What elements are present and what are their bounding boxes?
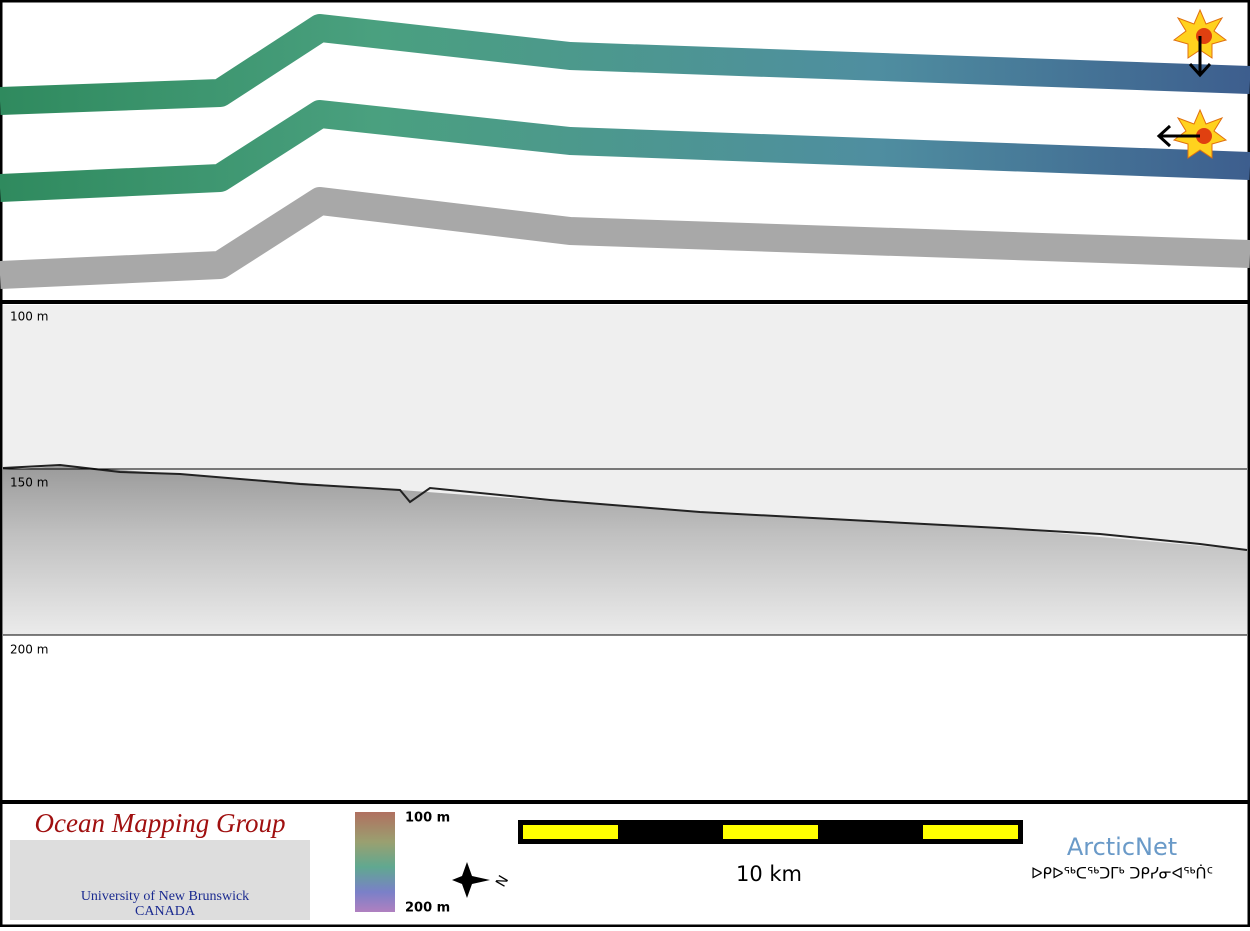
scale-segment (723, 825, 818, 839)
sun-icon (1156, 108, 1228, 159)
colorbar-label: 100 m (405, 811, 450, 826)
scale-label: 10 km (736, 862, 802, 886)
subbottom (3, 466, 1247, 635)
seafloor (2, 463, 1248, 551)
partner-syllabics: ᐅᑭᐅᖅᑕᖅᑐᒥᒃ ᑐᑭᓯᓂᐊᖅᑏᑦ (1031, 865, 1213, 883)
swath-sun-from-north (0, 14, 1250, 115)
partner-logo: ArcticNet (1067, 833, 1177, 861)
swath-backscatter (0, 187, 1250, 289)
depth-label: 200 m (10, 643, 48, 657)
colorbar-label: 200 m (405, 901, 450, 916)
compass (452, 862, 490, 898)
scale-segment (523, 825, 618, 839)
depth-label: 150 m (10, 476, 48, 490)
university: University of New Brunswick (81, 889, 249, 904)
depth-label: 100 m (10, 310, 48, 324)
country: CANADA (135, 904, 196, 919)
swath-sun-from-east (0, 100, 1250, 202)
sun-icon (1172, 8, 1228, 78)
scale-segment (923, 825, 1018, 839)
swath-panel (0, 14, 1250, 289)
logo-background (10, 840, 310, 920)
colorbar (355, 812, 395, 912)
logo-title: Ocean Mapping Group (35, 808, 286, 838)
